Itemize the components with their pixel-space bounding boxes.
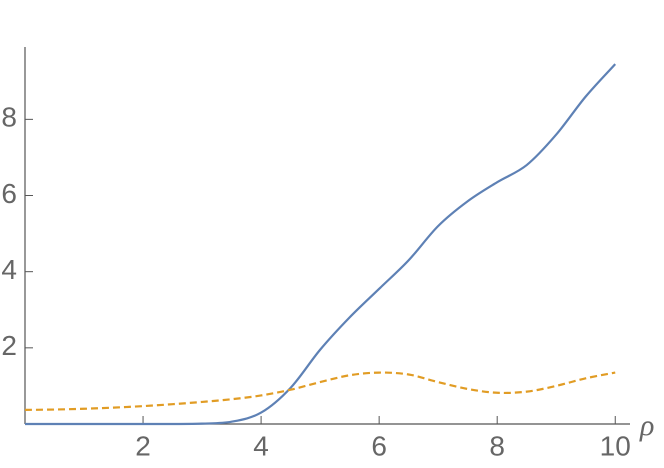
y-tick-label: 6 [1,178,17,209]
x-tick-label: 6 [371,430,387,461]
series-line [24,371,616,412]
x-tick-label: 8 [489,430,505,461]
y-tick-label: 2 [1,330,17,361]
x-tick-label: 2 [135,430,151,461]
x-axis-label: ρ [639,409,654,442]
x-tick-label: 10 [600,430,631,461]
series-line [25,63,617,426]
x-tick-label: 4 [253,430,269,461]
y-tick-label: 8 [1,102,17,133]
y-tick-label: 4 [1,254,17,285]
